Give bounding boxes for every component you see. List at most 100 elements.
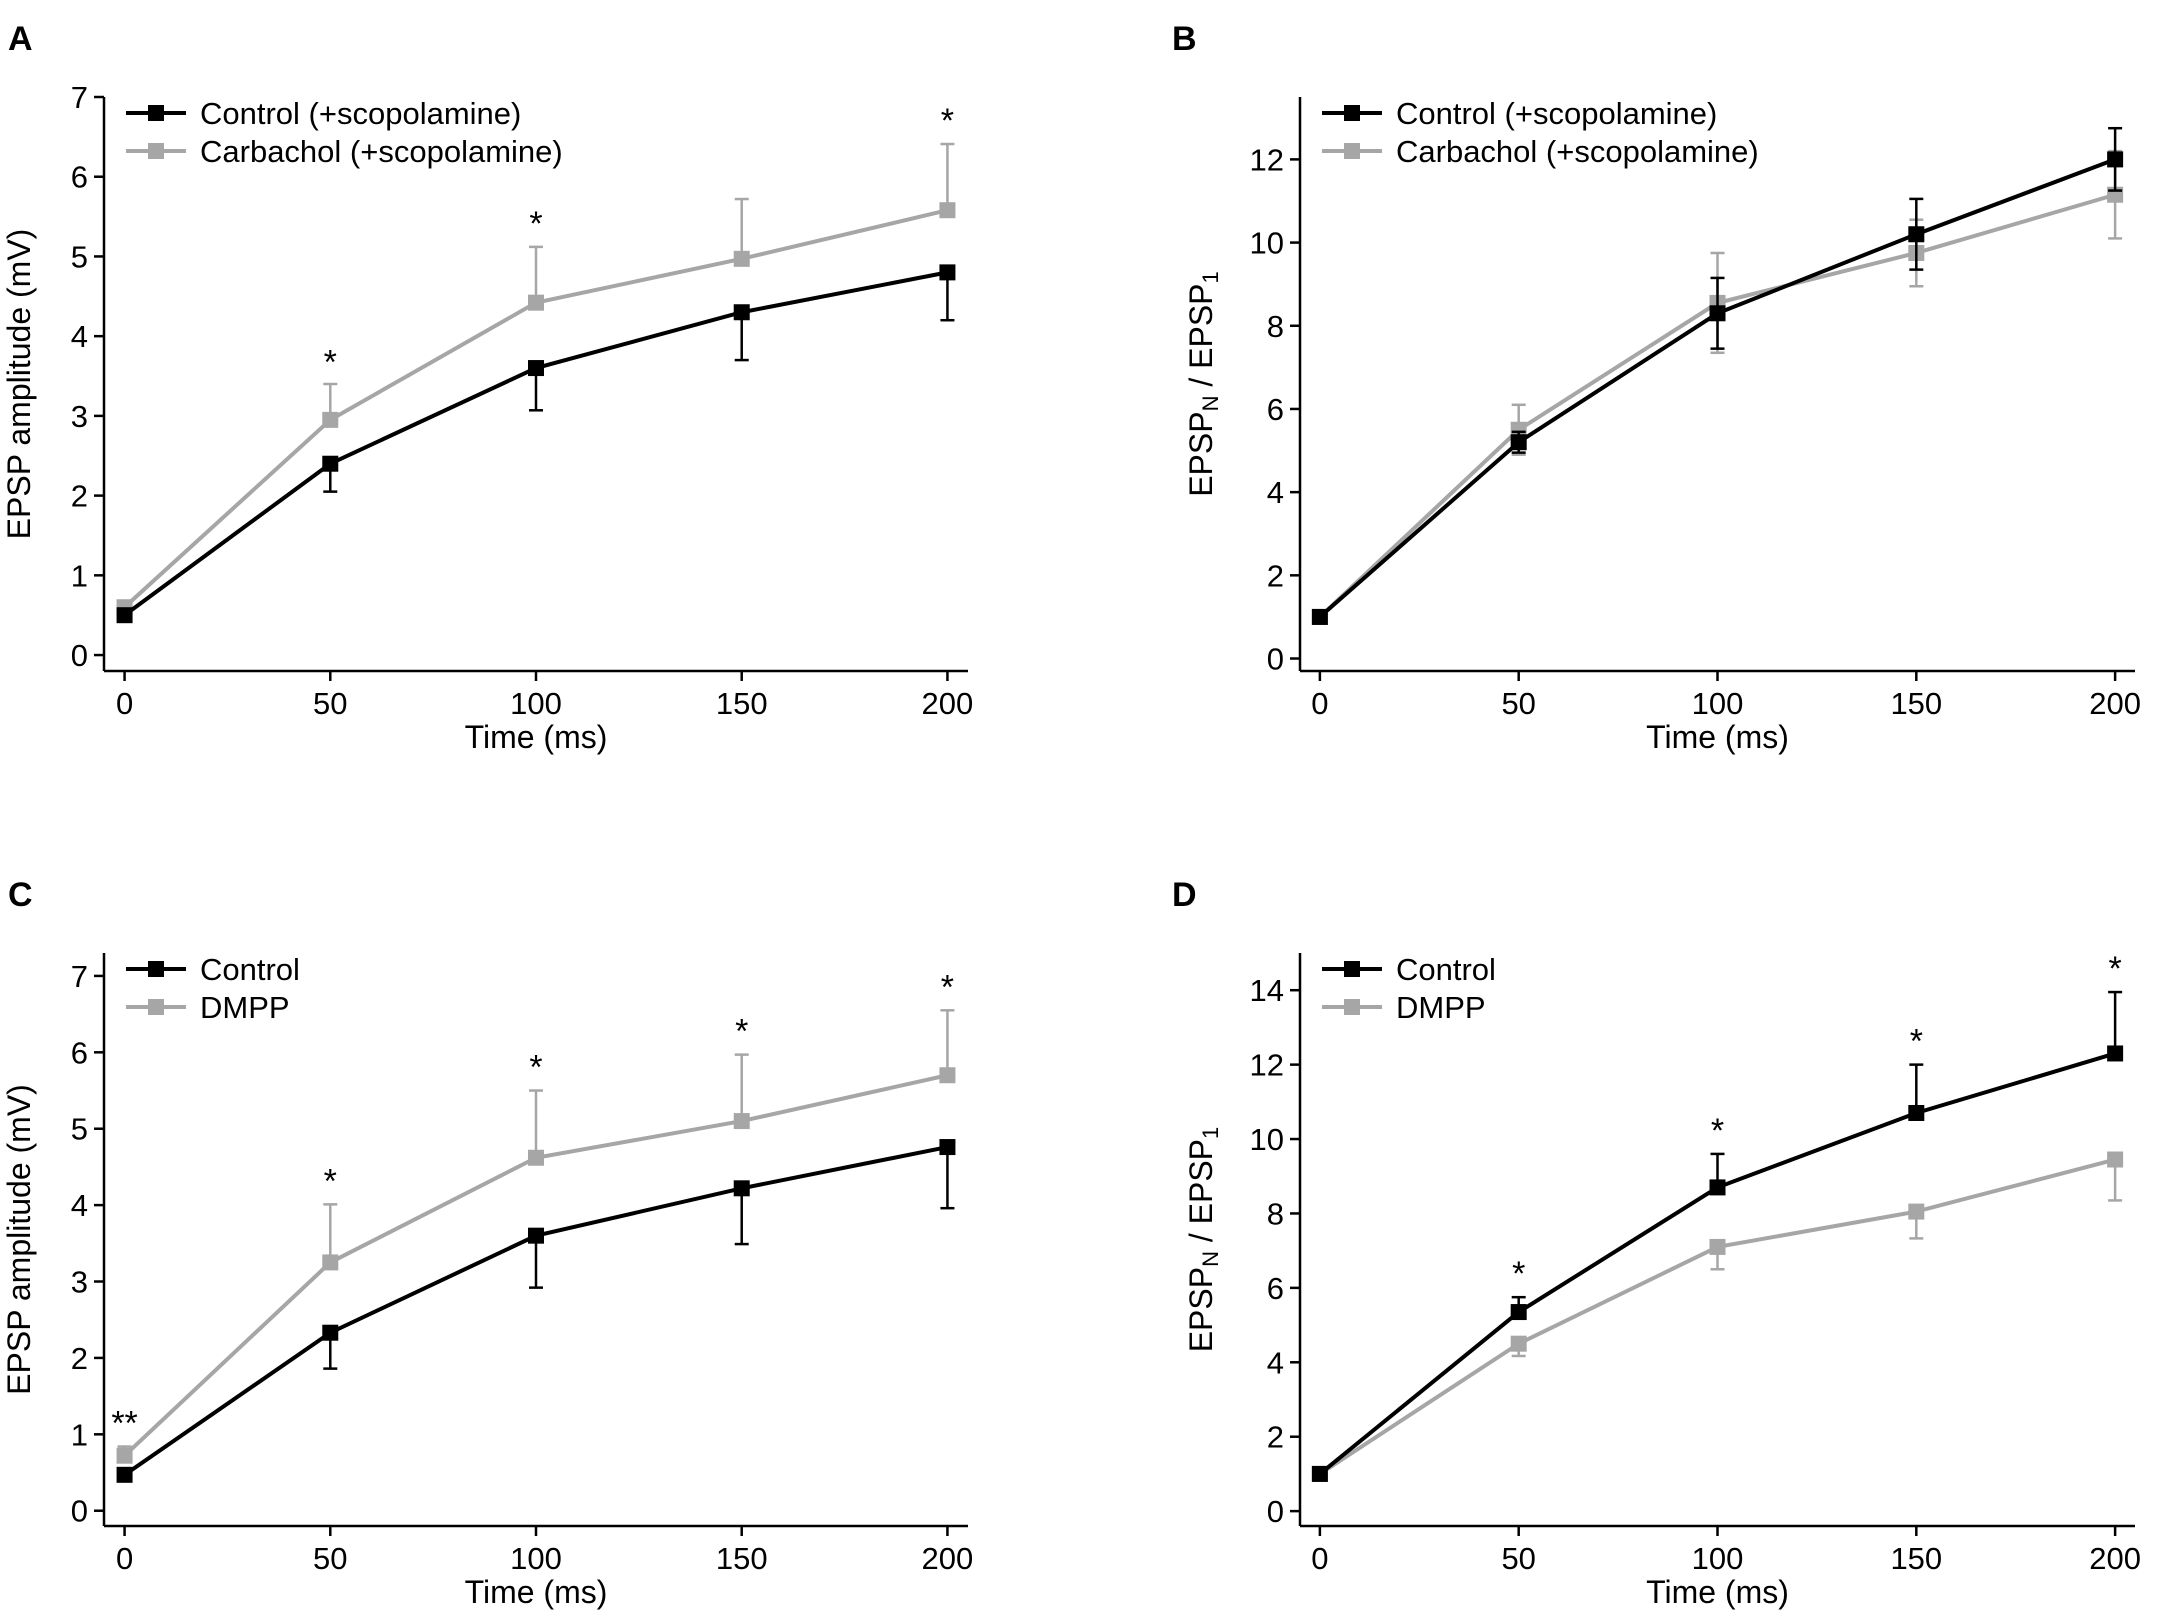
significance-marker: * <box>1512 1255 1525 1293</box>
y-tick-label: 1 <box>71 558 88 593</box>
significance-marker: ** <box>111 1405 137 1443</box>
data-point <box>2107 151 2124 168</box>
data-point <box>1311 1465 1328 1482</box>
x-tick-label: 100 <box>1692 1541 1744 1576</box>
y-tick-label: 3 <box>71 399 88 434</box>
legend-label: DMPP <box>1396 990 1486 1025</box>
significance-marker: * <box>1910 1023 1923 1061</box>
legend-label: Control (+scopolamine) <box>200 96 521 131</box>
series-carbachol-scopolamine <box>1311 149 2124 625</box>
x-tick-label: 50 <box>313 1541 347 1576</box>
significance-marker: * <box>1711 1112 1724 1150</box>
data-point <box>322 1324 339 1341</box>
data-point <box>528 360 544 377</box>
significance-marker: * <box>735 1013 748 1051</box>
y-tick-label: 2 <box>71 1341 88 1376</box>
series-line <box>1318 1157 2116 1476</box>
y-tick-label: 4 <box>71 1188 88 1223</box>
x-tick-label: 50 <box>1501 686 1535 721</box>
legend-marker <box>1344 105 1360 121</box>
panel-letter: A <box>8 20 33 58</box>
data-point <box>322 411 339 428</box>
x-tick-label: 0 <box>1311 686 1328 721</box>
data-point <box>322 455 339 472</box>
y-axis-title-subscript: 1 <box>1198 1127 1223 1139</box>
data-point <box>733 1113 750 1130</box>
data-point <box>1510 1304 1527 1321</box>
y-axis-title-subscript: N <box>1198 1251 1223 1267</box>
x-tick-label: 0 <box>1311 1541 1328 1576</box>
y-axis-title-part: / EPSP <box>1183 1139 1219 1251</box>
legend-marker <box>1344 961 1360 977</box>
x-tick-label: 150 <box>1890 686 1942 721</box>
y-tick-label: 10 <box>1250 226 1284 261</box>
y-tick-label: 6 <box>1267 392 1284 427</box>
legend-label: Control <box>1396 952 1496 987</box>
data-point <box>733 1180 750 1197</box>
y-axis-title-part: / EPSP <box>1183 283 1219 395</box>
series-dmpp <box>1311 1151 2124 1482</box>
y-tick-label: 7 <box>71 959 88 994</box>
data-point <box>116 1447 133 1464</box>
y-tick-label: 12 <box>1250 1048 1284 1083</box>
y-tick-label: 7 <box>71 80 88 115</box>
y-axis-title-subscript: N <box>1198 396 1223 412</box>
legend-marker <box>148 999 164 1015</box>
y-axis-title: EPSP amplitude (mV) <box>1 1084 37 1395</box>
panel-letter: B <box>1172 20 1197 58</box>
y-tick-label: 2 <box>71 479 88 514</box>
x-tick-label: 100 <box>510 1541 562 1576</box>
x-tick-label: 0 <box>116 686 133 721</box>
x-tick-label: 150 <box>716 686 768 721</box>
data-point <box>116 1466 133 1483</box>
legend-marker <box>1344 143 1360 159</box>
y-tick-label: 6 <box>1267 1271 1284 1306</box>
y-tick-label: 5 <box>71 1112 88 1147</box>
data-point <box>733 304 750 321</box>
significance-marker: * <box>529 1049 542 1087</box>
x-tick-label: 50 <box>1501 1541 1535 1576</box>
data-point <box>939 1139 956 1156</box>
x-tick-label: 200 <box>922 686 974 721</box>
legend-label: Control (+scopolamine) <box>1396 96 1717 131</box>
significance-marker: * <box>324 1162 337 1200</box>
significance-marker: * <box>2109 950 2122 988</box>
legend-label: DMPP <box>200 990 290 1025</box>
y-tick-label: 2 <box>1267 1420 1284 1455</box>
legend-label: Carbachol (+scopolamine) <box>1396 134 1759 169</box>
data-point <box>322 1254 339 1271</box>
legend-marker <box>148 105 164 121</box>
y-tick-label: 0 <box>71 638 88 673</box>
x-tick-label: 150 <box>716 1541 768 1576</box>
y-tick-label: 2 <box>1267 558 1284 593</box>
significance-marker: * <box>941 102 954 140</box>
x-axis-title: Time (ms) <box>1646 1574 1789 1610</box>
data-point <box>1908 1104 1925 1121</box>
y-tick-label: 8 <box>1267 1196 1284 1231</box>
series-control <box>1311 990 2124 1482</box>
y-axis-title-part: EPSP <box>1183 411 1219 496</box>
x-tick-label: 50 <box>313 686 347 721</box>
legend-marker <box>148 143 164 159</box>
y-tick-label: 6 <box>71 1035 88 1070</box>
data-point <box>1510 421 1527 438</box>
significance-marker: * <box>529 205 542 243</box>
panel-b: B 0 50 100 150 200 0 2 4 6 8 10 12 Time (ms) EPSPN / E… <box>1172 20 2141 755</box>
y-tick-label: 6 <box>71 160 88 195</box>
y-tick-label: 8 <box>1267 309 1284 344</box>
y-tick-label: 4 <box>1267 475 1284 510</box>
significance-marker: * <box>941 968 954 1006</box>
legend-marker <box>1344 999 1360 1015</box>
data-point <box>939 1067 956 1084</box>
x-tick-label: 200 <box>2089 686 2141 721</box>
data-point <box>1510 434 1527 451</box>
y-tick-label: 10 <box>1250 1122 1284 1157</box>
x-tick-label: 100 <box>1692 686 1744 721</box>
series-dmpp <box>116 1009 956 1464</box>
data-point <box>116 607 133 624</box>
data-point <box>528 1149 544 1166</box>
y-axis-title: EPSP amplitude (mV) <box>1 229 37 540</box>
data-point <box>1908 1203 1925 1220</box>
x-tick-label: 100 <box>510 686 562 721</box>
